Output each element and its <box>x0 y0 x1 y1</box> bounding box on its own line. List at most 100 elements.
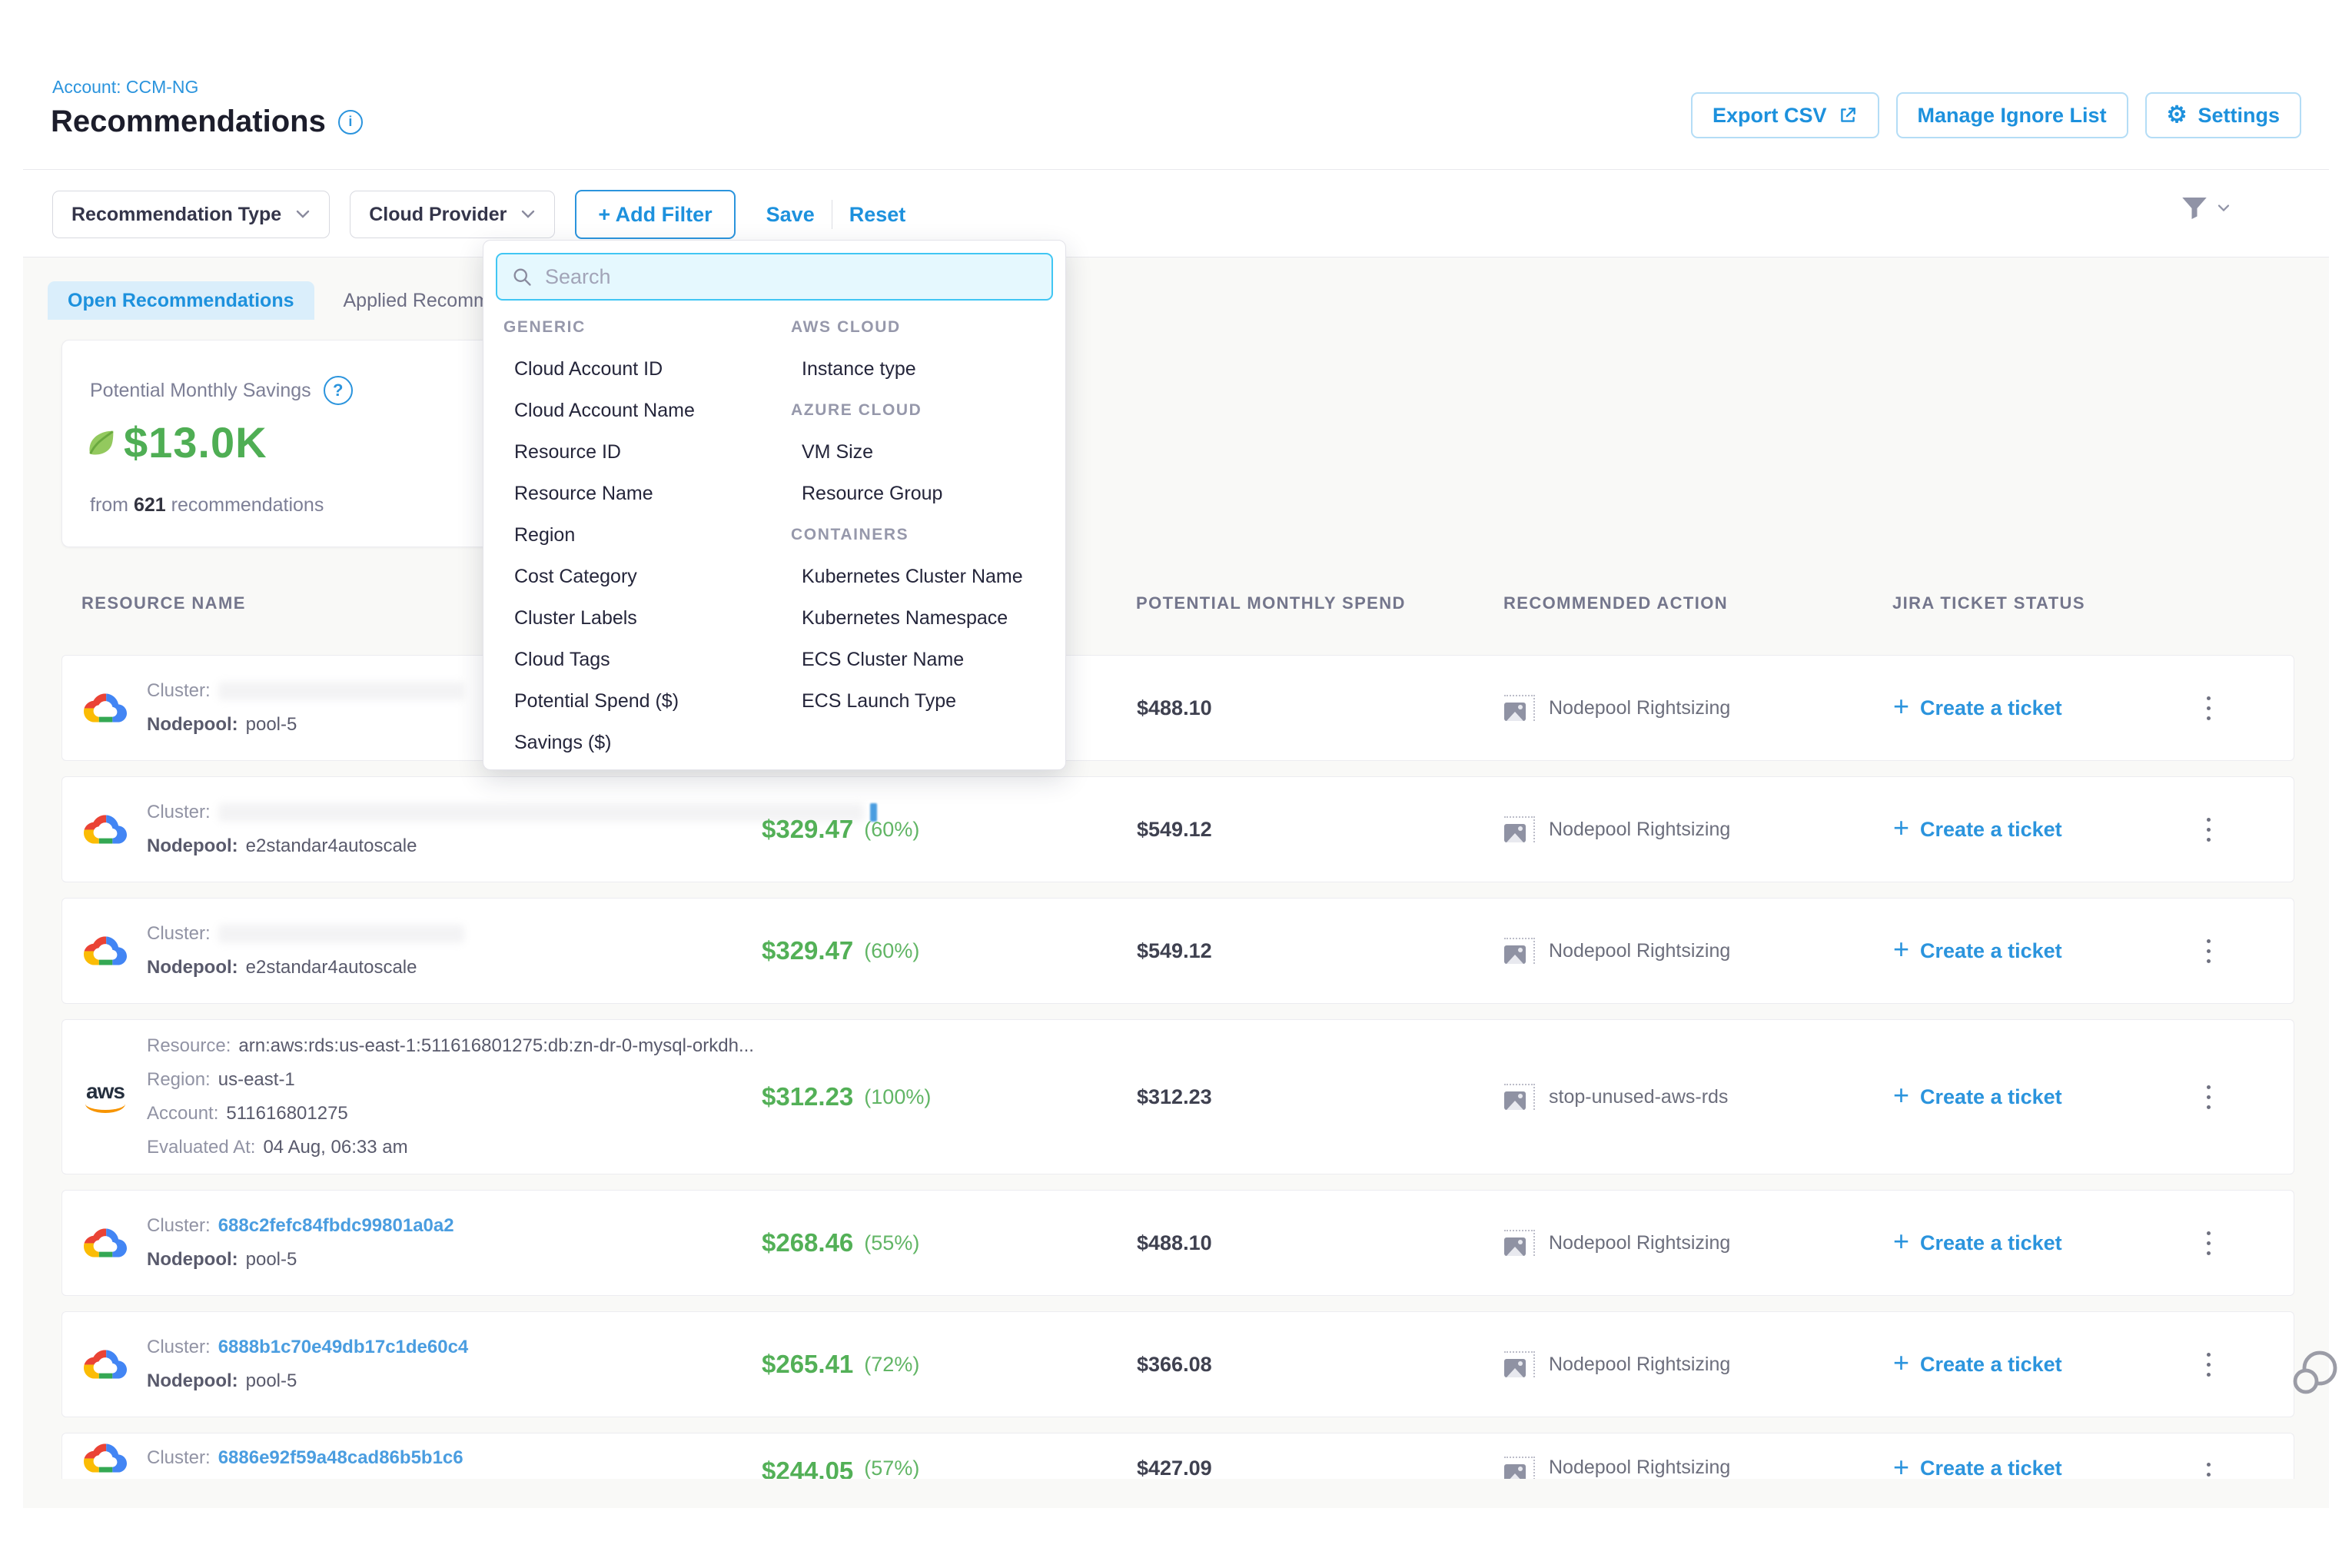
filter-panel-toggle[interactable] <box>2178 192 2231 224</box>
resource-line-label: Cluster: <box>147 674 211 708</box>
create-a-ticket-button[interactable]: +Create a ticket <box>1893 777 2062 882</box>
resource-name-cell: Cluster:6886e92f59a48cad86b5b1c6 <box>82 1433 463 1479</box>
row-kebab-menu-icon[interactable] <box>2207 656 2211 760</box>
filter-dropdown-columns: GENERICCloud Account IDCloud Account Nam… <box>483 305 1065 763</box>
row-kebab-menu-icon[interactable] <box>2207 1312 2211 1417</box>
help-icon[interactable]: ? <box>324 376 353 405</box>
filter-option[interactable]: Cloud Account ID <box>503 348 786 390</box>
create-a-ticket-button[interactable]: +Create a ticket <box>1893 1433 2062 1479</box>
action-image-placeholder-icon <box>1504 695 1535 721</box>
potential-monthly-savings-cell: $329.47(60%) <box>762 899 919 1003</box>
reset-filter-button[interactable]: Reset <box>849 203 906 227</box>
filter-option[interactable]: Kubernetes Namespace <box>791 597 1045 639</box>
search-input[interactable] <box>543 264 1038 290</box>
recommended-action-cell: Nodepool Rightsizing <box>1504 1191 1730 1295</box>
page-title: Recommendations <box>51 105 326 139</box>
redacted-cluster-value <box>218 682 464 700</box>
filter-option[interactable]: Region <box>503 514 786 556</box>
resource-name-cell: Cluster:688c2fefc84fbdc99801a0a2Nodepool… <box>82 1191 454 1295</box>
create-ticket-label: Create a ticket <box>1920 1231 2062 1255</box>
create-a-ticket-button[interactable]: +Create a ticket <box>1893 1020 2062 1174</box>
info-icon[interactable]: i <box>338 110 363 135</box>
filter-option[interactable]: Potential Spend ($) <box>503 680 786 722</box>
filter-option[interactable]: Cluster Labels <box>503 597 786 639</box>
gcp-provider <box>82 691 128 725</box>
resource-line-label: Cluster: <box>147 796 211 829</box>
potential-monthly-savings-cell: $312.23(100%) <box>762 1020 931 1174</box>
export-csv-label: Export CSV <box>1713 104 1827 128</box>
resource-name-cell: Cluster:Nodepool:e2standar4autoscale <box>82 899 464 1003</box>
create-a-ticket-button[interactable]: +Create a ticket <box>1893 656 2062 760</box>
create-a-ticket-button[interactable]: +Create a ticket <box>1893 1312 2062 1417</box>
funnel-filter-icon <box>2178 192 2211 224</box>
resource-line-label: Nodepool: <box>147 829 238 863</box>
filter-option[interactable]: Kubernetes Cluster Name <box>791 556 1045 597</box>
plus-icon: + <box>1893 935 1909 963</box>
manage-ignore-list-button[interactable]: Manage Ignore List <box>1896 92 2128 138</box>
plus-icon: + <box>1893 814 1909 842</box>
potential-monthly-savings-cell: $244.05 (57%) <box>762 1433 919 1479</box>
filter-option[interactable]: Resource ID <box>503 431 786 473</box>
savings-value: $265.41 <box>762 1350 853 1379</box>
filter-section-header: AZURE CLOUD <box>791 390 1045 431</box>
resource-line-label: Resource: <box>147 1029 231 1063</box>
resource-line-label: Cluster: <box>147 1209 211 1243</box>
add-filter-button[interactable]: + Add Filter <box>575 190 735 239</box>
cloud-provider-filter[interactable]: Cloud Provider <box>350 191 555 238</box>
filter-option[interactable]: Cloud Tags <box>503 639 786 680</box>
row-kebab-menu-icon[interactable] <box>2207 899 2211 1003</box>
savings-percentage: (72%) <box>864 1353 919 1377</box>
recommended-action-label: Nodepool Rightsizing <box>1549 819 1730 841</box>
cluster-link[interactable]: 6886e92f59a48cad86b5b1c6 <box>218 1441 463 1475</box>
savings-value: $268.46 <box>762 1228 853 1257</box>
resource-line-label: Cluster: <box>147 1330 211 1364</box>
settings-button[interactable]: ⚙ Settings <box>2145 92 2301 138</box>
breadcrumb-account-link[interactable]: Account: CCM-NG <box>52 77 198 98</box>
chat-help-widget-icon[interactable] <box>2289 1347 2343 1417</box>
cluster-link[interactable]: 688c2fefc84fbdc99801a0a2 <box>218 1209 454 1243</box>
filter-option[interactable]: Instance type <box>791 348 1045 390</box>
row-kebab-menu-icon[interactable] <box>2207 1433 2211 1479</box>
gcp-provider <box>82 812 128 846</box>
create-a-ticket-button[interactable]: +Create a ticket <box>1893 899 2062 1003</box>
table-row: Cluster:688c2fefc84fbdc99801a0a2 Nodepool… <box>61 1190 2294 1296</box>
row-kebab-menu-icon[interactable] <box>2207 777 2211 882</box>
filter-section-header: AWS CLOUD <box>791 307 1045 348</box>
recommended-action-cell: stop-unused-aws-rds <box>1504 1020 1728 1174</box>
filter-option[interactable]: Resource Name <box>503 473 786 514</box>
savings-value: $244.05 <box>762 1457 853 1479</box>
filter-dropdown-column: AWS CLOUDInstance typeAZURE CLOUDVM Size… <box>791 307 1045 763</box>
table-row: Cluster:6886e92f59a48cad86b5b1c6 $244.05 (… <box>61 1433 2294 1479</box>
row-kebab-menu-icon[interactable] <box>2207 1191 2211 1295</box>
tab-open-recommendations[interactable]: Open Recommendations <box>48 281 314 320</box>
recommended-action-cell: Nodepool Rightsizing <box>1504 777 1730 882</box>
gear-icon: ⚙ <box>2167 104 2188 127</box>
create-a-ticket-button[interactable]: +Create a ticket <box>1893 1191 2062 1295</box>
cluster-link[interactable]: 6888b1c70e49db17c1de60c4 <box>218 1330 469 1364</box>
chevron-down-icon <box>520 209 536 220</box>
filter-option[interactable]: Cost Category <box>503 556 786 597</box>
resource-name-cell: Cluster:6888b1c70e49db17c1de60c4Nodepool… <box>82 1312 468 1417</box>
table-row: Cluster:Nodepool:pool-5$488.10Nodepool R… <box>61 655 2294 761</box>
savings-from-text: from <box>90 494 128 516</box>
resource-line-value: 04 Aug, 06:33 am <box>263 1131 407 1164</box>
filter-option[interactable]: Resource Group <box>791 473 1045 514</box>
filter-option[interactable]: ECS Launch Type <box>791 680 1045 722</box>
filter-option[interactable]: Cloud Account Name <box>503 390 786 431</box>
savings-amount: $13.0K <box>124 417 267 467</box>
resource-line-label: Evaluated At: <box>147 1131 255 1164</box>
resource-line-label: Cluster: <box>147 1441 211 1475</box>
create-ticket-label: Create a ticket <box>1920 1457 2062 1479</box>
page-title-row: Recommendations i <box>51 105 363 139</box>
filter-option[interactable]: VM Size <box>791 431 1045 473</box>
leaf-icon <box>84 425 119 460</box>
savings-percentage: (57%) <box>864 1457 919 1479</box>
row-kebab-menu-icon[interactable] <box>2207 1020 2211 1174</box>
table-row: Cluster:Nodepool:e2standar4autoscale $329… <box>61 898 2294 1004</box>
filter-option[interactable]: Savings ($) <box>503 722 786 763</box>
save-filter-button[interactable]: Save <box>766 203 815 227</box>
recommended-action-label: Nodepool Rightsizing <box>1549 1232 1730 1254</box>
filter-option[interactable]: ECS Cluster Name <box>791 639 1045 680</box>
export-csv-button[interactable]: Export CSV <box>1691 92 1879 138</box>
recommendation-type-filter[interactable]: Recommendation Type <box>52 191 330 238</box>
